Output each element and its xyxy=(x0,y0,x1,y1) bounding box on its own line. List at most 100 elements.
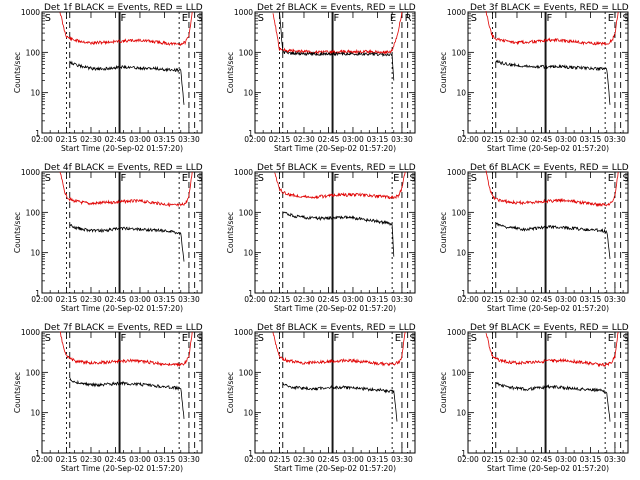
panel-6: Det 6f BLACK = Events, RED = LLD 1 10 100 10… xyxy=(439,163,629,313)
x-tick-label: 03:00 xyxy=(342,455,364,464)
segment-marker-label: S xyxy=(471,173,477,184)
y-tick-label: 100 xyxy=(239,48,254,57)
events-series-line xyxy=(282,382,398,422)
y-tick-label: 1000 xyxy=(21,8,40,17)
x-tick-label: 02:30 xyxy=(80,455,102,464)
x-tick-label: 02:30 xyxy=(506,295,528,304)
x-tick-label: 02:45 xyxy=(105,135,127,144)
y-tick-label: 1 xyxy=(35,129,40,138)
y-tick-label: 100 xyxy=(26,48,41,57)
segment-marker-label: E xyxy=(393,173,399,184)
y-tick-label: 1000 xyxy=(234,168,253,177)
panel-title: Det 2f BLACK = Events, RED = LLD xyxy=(257,3,416,13)
y-tick-label: 10 xyxy=(456,409,466,418)
segment-marker-label: S xyxy=(45,13,51,24)
segment-marker-label: S xyxy=(409,333,415,344)
panel-title: Det 6f BLACK = Events, RED = LLD xyxy=(470,163,629,173)
events-series-line xyxy=(69,223,185,262)
segment-marker-label: S xyxy=(45,333,51,344)
segment-marker-label: F xyxy=(121,333,127,344)
plot-frame xyxy=(41,171,203,294)
x-tick-label: 02:45 xyxy=(105,455,127,464)
plot-frame xyxy=(41,11,203,134)
segment-marker-label: S xyxy=(196,173,202,184)
y-tick-label: 1000 xyxy=(447,168,466,177)
segment-marker-label: S xyxy=(409,173,415,184)
x-tick-label: 03:30 xyxy=(178,455,200,464)
x-tick-label: 03:15 xyxy=(367,455,389,464)
y-tick-label: 1000 xyxy=(234,8,253,17)
x-tick-label: 03:00 xyxy=(342,135,364,144)
panel-title: Det 9f BLACK = Events, RED = LLD xyxy=(470,323,629,333)
segment-marker-label: F xyxy=(334,333,340,344)
y-tick-label: 1 xyxy=(248,289,253,298)
panel-title: Det 4f BLACK = Events, RED = LLD xyxy=(44,163,203,173)
x-tick-label: 02:30 xyxy=(506,135,528,144)
x-tick-label: 02:45 xyxy=(318,135,340,144)
y-tick-label: 100 xyxy=(26,368,41,377)
y-tick-label: 1000 xyxy=(21,168,40,177)
y-tick-label: 100 xyxy=(26,208,41,217)
segment-marker-label: F xyxy=(547,13,553,24)
x-tick-label: 03:00 xyxy=(129,135,151,144)
x-tick-label: 03:00 xyxy=(555,135,577,144)
panel-7: Det 7f BLACK = Events, RED = LLD 1 10 100 10… xyxy=(13,323,203,473)
y-tick-label: 1000 xyxy=(447,8,466,17)
events-series-line xyxy=(495,222,611,259)
x-tick-label: 03:15 xyxy=(367,135,389,144)
panel-4: Det 4f BLACK = Events, RED = LLD 1 10 100 10… xyxy=(13,163,203,313)
x-tick-label: 02:45 xyxy=(531,135,553,144)
panel-3: Det 3f BLACK = Events, RED = LLD 1 10 100 10… xyxy=(439,3,629,153)
segment-marker-label: F xyxy=(334,173,340,184)
x-tick-label: 02:15 xyxy=(482,455,504,464)
events-series-line xyxy=(282,211,395,257)
events-series-line xyxy=(69,60,185,105)
events-series-line xyxy=(69,377,185,419)
lld-series-line xyxy=(59,11,193,47)
x-tick-label: 02:45 xyxy=(531,455,553,464)
segment-marker-label: S xyxy=(258,13,264,24)
y-tick-label: 1 xyxy=(248,449,253,458)
x-axis-label: Start Time (20-Sep-02 01:57:20) xyxy=(61,464,183,473)
segment-marker-label: S xyxy=(622,333,628,344)
segment-marker-label: S xyxy=(622,173,628,184)
y-tick-label: 100 xyxy=(239,208,254,217)
x-tick-label: 02:00 xyxy=(457,295,479,304)
segment-marker-label: F xyxy=(334,13,340,24)
plot-frame xyxy=(41,331,203,454)
x-tick-label: 03:30 xyxy=(178,295,200,304)
y-tick-label: 10 xyxy=(30,249,40,258)
y-axis-label: Counts/sec xyxy=(439,372,448,413)
y-tick-label: 1 xyxy=(461,289,466,298)
segment-marker-label: E xyxy=(608,13,614,24)
segment-marker-label: E xyxy=(182,13,188,24)
y-tick-label: 10 xyxy=(243,249,253,258)
x-tick-label: 02:30 xyxy=(293,135,315,144)
lld-series-line xyxy=(485,11,619,47)
y-axis-label: Counts/sec xyxy=(439,52,448,93)
y-axis-label: Counts/sec xyxy=(226,52,235,93)
lld-series-line xyxy=(59,331,193,368)
panel-title: Det 7f BLACK = Events, RED = LLD xyxy=(44,323,203,333)
x-tick-label: 03:15 xyxy=(367,295,389,304)
x-tick-label: 02:00 xyxy=(31,135,53,144)
segment-marker-label: R xyxy=(405,13,412,24)
segment-marker-label: E xyxy=(608,333,614,344)
x-tick-label: 02:00 xyxy=(244,295,266,304)
panel-5: Det 5f BLACK = Events, RED = LLD 1 10 100 10… xyxy=(226,163,416,313)
y-tick-label: 10 xyxy=(30,409,40,418)
y-axis-label: Counts/sec xyxy=(226,372,235,413)
segment-marker-label: S xyxy=(196,13,202,24)
y-axis-label: Counts/sec xyxy=(226,212,235,253)
x-axis-label: Start Time (20-Sep-02 01:57:20) xyxy=(487,464,609,473)
x-tick-label: 02:00 xyxy=(244,455,266,464)
x-axis-label: Start Time (20-Sep-02 01:57:20) xyxy=(274,144,396,153)
x-tick-label: 02:15 xyxy=(56,135,78,144)
segment-marker-label: F xyxy=(121,173,127,184)
x-axis-label: Start Time (20-Sep-02 01:57:20) xyxy=(61,144,183,153)
y-tick-label: 1000 xyxy=(21,328,40,337)
lld-series-line xyxy=(274,171,406,200)
y-tick-label: 1 xyxy=(461,449,466,458)
x-tick-label: 03:00 xyxy=(129,295,151,304)
